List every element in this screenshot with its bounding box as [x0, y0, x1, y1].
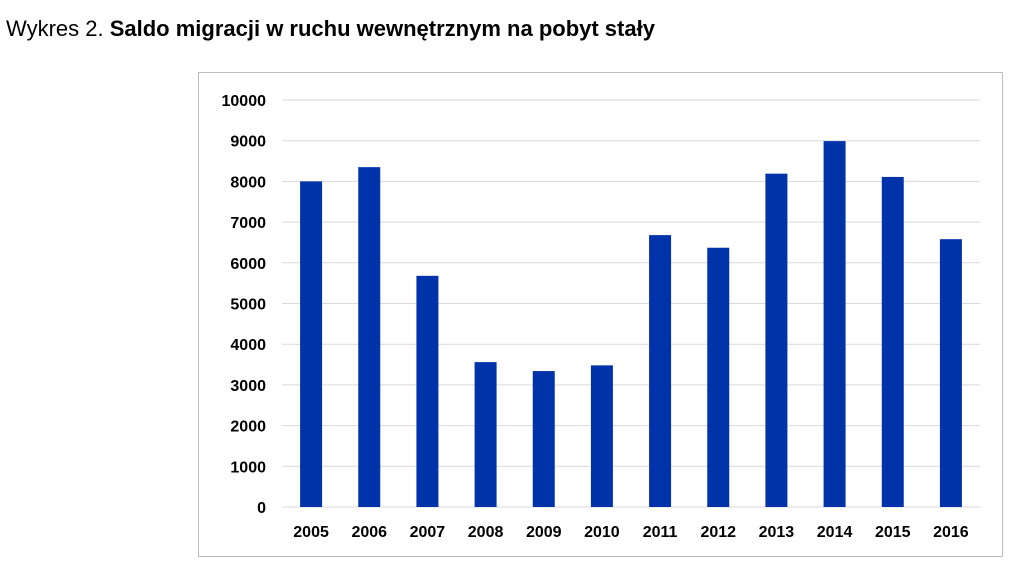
x-tick-label: 2008	[468, 524, 504, 541]
chart-title-main: Saldo migracji w ruchu wewnętrznym na po…	[109, 16, 655, 41]
bar	[765, 173, 788, 507]
x-tick-label: 2006	[351, 524, 387, 541]
bar	[707, 247, 730, 507]
x-tick-label: 2011	[643, 524, 678, 541]
y-tick-label: 4000	[230, 337, 266, 354]
bar	[532, 371, 555, 507]
y-tick-label: 2000	[230, 419, 266, 436]
x-tick-label: 2014	[817, 524, 853, 541]
x-tick-label: 2009	[526, 524, 562, 541]
chart-frame: 0 1000 2000 3000 4000 5000 6000 7000 8000 9000 100…	[198, 72, 1003, 557]
x-tick-label: 2007	[410, 524, 446, 541]
bar	[474, 362, 497, 507]
x-tick-label: 2015	[875, 524, 911, 541]
bar	[649, 235, 672, 507]
y-tick-label: 1000	[230, 459, 266, 476]
x-tick-label: 2005	[293, 524, 329, 541]
chart-title-lead: Wykres 2.	[6, 16, 104, 41]
y-tick-label: 10000	[222, 93, 267, 110]
bar	[823, 141, 846, 507]
y-tick-label: 9000	[230, 134, 266, 151]
bar	[590, 365, 613, 507]
bar	[416, 275, 439, 507]
bar	[358, 167, 381, 507]
x-tick-label: 2012	[700, 524, 736, 541]
x-tick-label: 2013	[759, 524, 795, 541]
x-tick-label: 2010	[584, 524, 620, 541]
bar	[939, 239, 962, 507]
bar-chart: 0 1000 2000 3000 4000 5000 6000 7000 8000 9000 100…	[222, 93, 980, 541]
y-tick-label: 6000	[230, 256, 266, 273]
y-tick-label: 7000	[230, 215, 266, 232]
bar	[881, 176, 904, 507]
x-tick-label: 2016	[933, 524, 969, 541]
y-tick-label: 8000	[230, 174, 266, 191]
y-tick-label: 0	[257, 500, 266, 517]
bar	[300, 181, 323, 507]
y-tick-label: 3000	[230, 378, 266, 395]
y-tick-label: 5000	[230, 297, 266, 314]
chart-title: Wykres 2. Saldo migracji w ruchu wewnętr…	[6, 16, 655, 42]
